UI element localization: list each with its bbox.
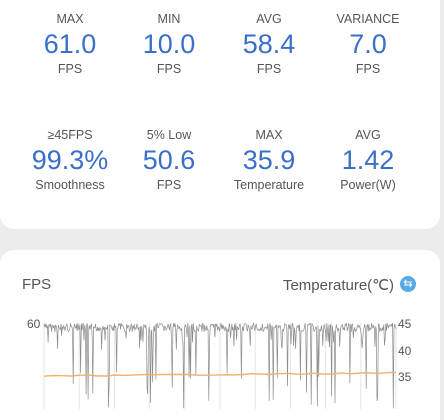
chart-grid [43,323,397,409]
fps-temperature-chart [43,321,397,409]
stat-unit: FPS [156,62,182,76]
stat-label: ≥45FPS [47,128,93,142]
stat-variance-fps: VARIANCE 7.0 FPS [318,12,418,76]
stat-unit: FPS [355,62,381,76]
stat-value: 1.42 [341,145,395,175]
stat-5pct-low: 5% Low 50.6 FPS [119,128,219,192]
stat-value: 99.3% [31,145,109,175]
temperature-chart-title: Temperature(℃) [282,277,394,294]
stats-card: MAX 61.0 FPS MIN 10.0 FPS AVG 58.4 FPS V… [0,0,440,229]
fps-axis-label-60: 60 [27,317,41,331]
stat-value: 10.0 [142,29,196,59]
temperature-series-line [43,371,397,377]
stat-smoothness: ≥45FPS 99.3% Smoothness [20,128,120,192]
stat-value: 35.9 [242,145,296,175]
fps-series-line [43,321,397,409]
stat-label: AVG [256,12,282,26]
info-icon[interactable]: ⇆ [400,276,416,292]
stat-avg-fps: AVG 58.4 FPS [219,12,319,76]
stat-unit: Temperature [233,178,305,192]
stat-unit: Smoothness [35,178,105,192]
stat-value: 58.4 [242,29,296,59]
stat-min-fps: MIN 10.0 FPS [119,12,219,76]
stat-max-temperature: MAX 35.9 Temperature [219,128,319,192]
stat-label: VARIANCE [336,12,400,26]
stat-label: MIN [157,12,181,26]
stat-label: 5% Low [146,128,192,142]
stat-value: 50.6 [142,145,196,175]
temp-axis-label-35: 35 [398,370,412,384]
temp-axis-label-45: 45 [398,317,412,331]
stat-label: MAX [56,12,84,26]
stat-unit: FPS [256,62,282,76]
stat-unit: FPS [57,62,83,76]
fps-chart-title: FPS [22,276,52,293]
stat-value: 61.0 [43,29,97,59]
stat-avg-power: AVG 1.42 Power(W) [318,128,418,192]
stat-unit: FPS [156,178,182,192]
stat-label: MAX [255,128,283,142]
temp-axis-label-40: 40 [398,344,412,358]
stat-max-fps: MAX 61.0 FPS [20,12,120,76]
stat-value: 7.0 [349,29,387,59]
stat-unit: Power(W) [340,178,396,192]
stat-label: AVG [355,128,381,142]
